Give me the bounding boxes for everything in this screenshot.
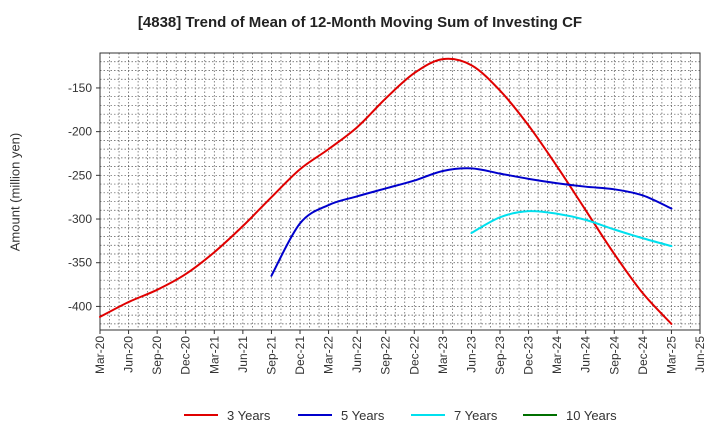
legend-label: 3 Years (227, 407, 271, 423)
legend-item-7-years: 7 Years (411, 404, 497, 426)
legend-swatch (298, 414, 332, 416)
x-tick-label: Mar-21 (207, 336, 221, 374)
legend-label: 10 Years (566, 407, 617, 423)
series-line-3-years (99, 57, 673, 325)
legend-swatch (523, 414, 557, 416)
legend-swatch (184, 414, 218, 416)
chart-title: [4838] Trend of Mean of 12-Month Moving … (137, 14, 583, 31)
y-tick-label: -250 (68, 168, 92, 182)
x-tick-label: Dec-23 (522, 336, 536, 375)
legend-swatch (411, 414, 445, 416)
y-tick-label: -150 (68, 81, 92, 95)
x-tick-label: Mar-25 (664, 336, 678, 374)
legend-item-10-years: 10 Years (523, 404, 617, 426)
series-line-5-years (270, 167, 673, 277)
plot-area (100, 53, 700, 330)
x-tick-label: Dec-20 (179, 336, 193, 375)
legend-label: 5 Years (341, 407, 385, 423)
x-tick-label: Jun-25 (693, 336, 707, 373)
x-tick-label: Jun-24 (579, 336, 593, 373)
legend: 3 Years 5 Years 7 Years 10 Years (0, 404, 720, 426)
x-tick-label: Dec-24 (636, 336, 650, 375)
x-tick-label: Dec-22 (407, 336, 421, 375)
x-tick-label: Mar-20 (93, 336, 107, 374)
x-tick-label: Dec-21 (293, 336, 307, 375)
legend-item-5-years: 5 Years (298, 404, 384, 426)
y-tick-label: -400 (68, 299, 92, 313)
legend-item-3-years: 3 Years (184, 404, 270, 426)
x-tick-label: Jun-22 (350, 336, 364, 373)
x-tick-label: Jun-21 (236, 336, 250, 373)
x-tick-label: Mar-23 (436, 336, 450, 374)
x-tick-label: Mar-24 (550, 336, 564, 374)
x-tick-label: Jun-23 (464, 336, 478, 373)
y-tick-label: -350 (68, 256, 92, 270)
series-line-7-years (470, 210, 673, 248)
grid (100, 53, 700, 330)
plot-frame (99, 52, 701, 331)
x-tick-label: Sep-22 (379, 336, 393, 375)
y-tick-label: -300 (68, 212, 92, 226)
legend-label: 7 Years (454, 407, 498, 423)
y-tick-label: -200 (68, 125, 92, 139)
x-tick-label: Mar-22 (322, 336, 336, 374)
x-tick-label: Jun-20 (122, 336, 136, 373)
x-tick-label: Sep-23 (493, 336, 507, 375)
x-tick-label: Sep-24 (607, 336, 621, 375)
x-tick-label: Sep-20 (150, 336, 164, 375)
x-tick-label: Sep-21 (264, 336, 278, 375)
